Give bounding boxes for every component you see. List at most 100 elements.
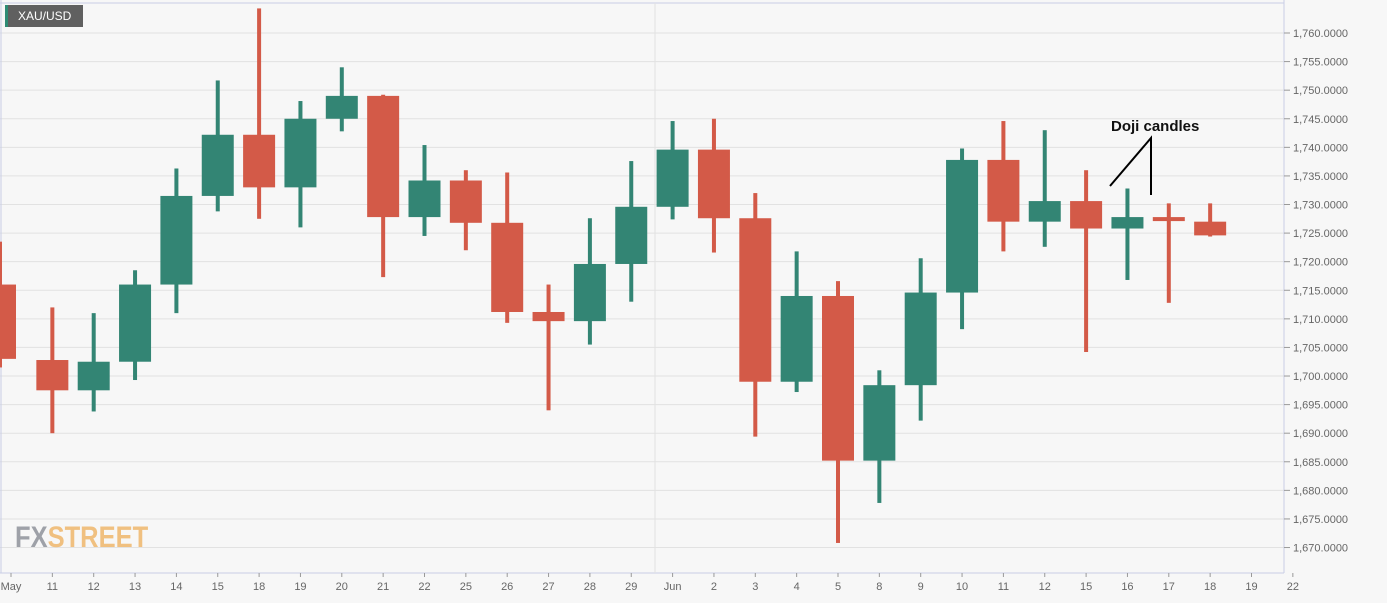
y-tick-label: 1,675.0000 — [1293, 514, 1348, 526]
candle-body — [822, 295, 854, 461]
candle-body — [615, 206, 648, 264]
y-tick-label: 1,760.0000 — [1293, 28, 1348, 40]
x-tick-label: 18 — [1204, 581, 1216, 593]
candle-body — [201, 134, 234, 196]
y-tick-label: 1,700.0000 — [1293, 371, 1348, 383]
candle[interactable] — [863, 370, 896, 503]
x-tick-label: 16 — [1121, 581, 1133, 593]
candle[interactable] — [284, 101, 317, 228]
candle[interactable] — [573, 218, 606, 345]
candle-body — [780, 295, 813, 382]
candle-wick — [1042, 130, 1047, 247]
candle-body — [77, 361, 110, 391]
logo-fx: FX — [15, 521, 48, 554]
candle[interactable] — [739, 193, 772, 437]
candle-body — [1028, 201, 1061, 222]
y-tick-label: 1,750.0000 — [1293, 85, 1348, 97]
candle-body — [449, 180, 482, 223]
candle[interactable] — [1111, 188, 1144, 280]
x-tick-label: 8 — [876, 581, 882, 593]
y-tick-label: 1,670.0000 — [1293, 543, 1348, 555]
x-axis: May 11 12 13 14 15 18 19 20 21 22 25 26 27 28 29 Jun 2 3 4 5… — [1, 573, 1299, 593]
x-tick-label: 14 — [170, 581, 182, 593]
candle[interactable] — [946, 148, 979, 330]
y-tick-label: 1,730.0000 — [1293, 200, 1348, 212]
candle[interactable] — [532, 284, 565, 411]
y-tick-label: 1,755.0000 — [1293, 57, 1348, 69]
candle-wick — [1208, 203, 1213, 237]
candle-body — [325, 95, 358, 119]
x-tick-label: 12 — [88, 581, 100, 593]
candle-body — [946, 159, 979, 293]
doji-annotation: Doji candles — [1111, 118, 1200, 135]
candle[interactable] — [491, 172, 524, 323]
candle-body — [1152, 217, 1185, 222]
x-tick-label: 13 — [129, 581, 141, 593]
x-tick-label: 19 — [294, 581, 306, 593]
x-tick-label: 18 — [253, 581, 265, 593]
candles[interactable] — [0, 8, 1227, 543]
candle[interactable] — [119, 270, 152, 381]
candle[interactable] — [77, 313, 110, 412]
annotation-arrows — [1109, 135, 1152, 195]
candle[interactable] — [780, 251, 813, 393]
candle-body — [284, 118, 317, 188]
x-tick-label: 26 — [501, 581, 513, 593]
y-tick-label: 1,690.0000 — [1293, 428, 1348, 440]
candle[interactable] — [1070, 170, 1103, 353]
candle[interactable] — [904, 258, 937, 421]
y-tick-label: 1,715.0000 — [1293, 285, 1348, 297]
candle-body — [656, 149, 689, 207]
x-tick-label: 3 — [752, 581, 758, 593]
y-tick-label: 1,710.0000 — [1293, 314, 1348, 326]
candle[interactable] — [243, 8, 276, 219]
candle-body — [36, 360, 69, 391]
candle[interactable] — [367, 94, 400, 278]
candle[interactable] — [987, 121, 1020, 252]
candle-body — [739, 218, 772, 382]
candle-body — [1194, 221, 1227, 236]
x-tick-label: 29 — [625, 581, 637, 593]
x-tick-label: 28 — [584, 581, 596, 593]
candle-body — [904, 292, 937, 386]
y-tick-label: 1,725.0000 — [1293, 228, 1348, 240]
candle[interactable] — [615, 161, 648, 302]
candle-body — [491, 222, 524, 312]
candle[interactable] — [160, 168, 193, 314]
x-tick-label: 17 — [1163, 581, 1175, 593]
x-tick-label: 11 — [47, 581, 58, 593]
candle[interactable] — [697, 118, 730, 253]
candle-body — [1070, 201, 1103, 229]
x-tick-label: 20 — [336, 581, 348, 593]
candle-body — [987, 159, 1020, 222]
candle[interactable] — [325, 67, 358, 132]
x-tick-label: 11 — [998, 581, 1009, 593]
x-tick-label: 15 — [1080, 581, 1092, 593]
y-tick-label: 1,735.0000 — [1293, 171, 1348, 183]
candle[interactable] — [36, 307, 69, 434]
x-tick-label: 9 — [918, 581, 924, 593]
candle[interactable] — [822, 281, 854, 543]
candle[interactable] — [201, 80, 234, 212]
candle[interactable] — [1152, 203, 1185, 303]
candle[interactable] — [449, 170, 482, 251]
candle[interactable] — [1028, 130, 1061, 247]
y-axis: 1,670.0000 1,675.0000 1,680.0000 1,685.0000… — [1284, 28, 1348, 555]
candle-body — [863, 385, 896, 461]
candle[interactable] — [1194, 203, 1227, 237]
candle[interactable] — [656, 121, 689, 220]
candle-wick — [546, 284, 551, 411]
x-tick-label: 27 — [542, 581, 554, 593]
symbol-label: XAU/USD — [5, 5, 83, 27]
x-tick-label: 5 — [835, 581, 841, 593]
candle[interactable] — [408, 145, 441, 236]
candle-wick — [257, 8, 262, 219]
x-tick-label: 10 — [956, 581, 968, 593]
candle[interactable] — [0, 241, 16, 368]
y-tick-label: 1,720.0000 — [1293, 257, 1348, 269]
candle-wick — [1166, 203, 1171, 303]
y-tick-label: 1,680.0000 — [1293, 485, 1348, 497]
fxstreet-logo: FXSTREET — [15, 520, 148, 556]
